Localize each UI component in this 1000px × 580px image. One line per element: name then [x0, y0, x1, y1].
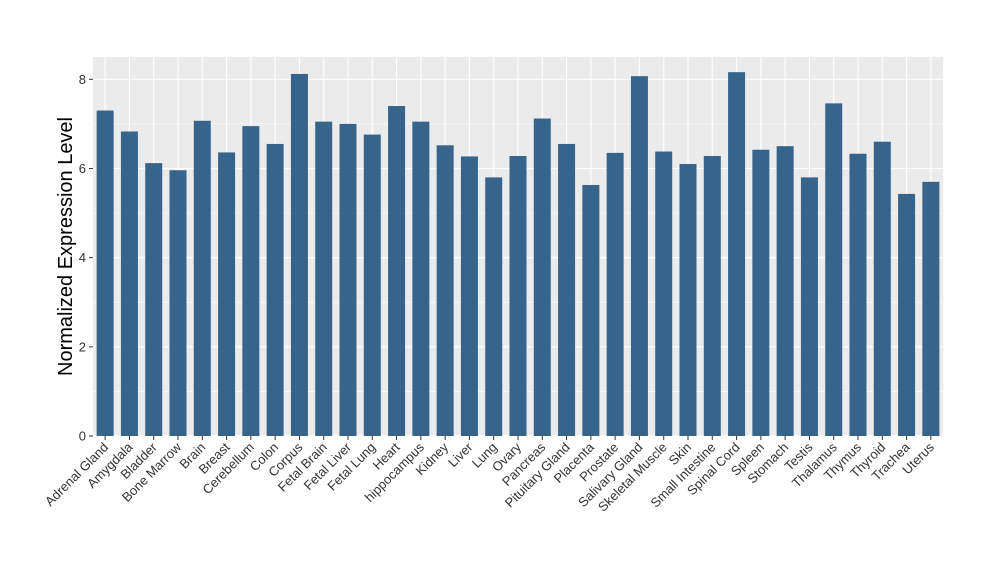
bar: [315, 121, 333, 436]
y-tick-label: 4: [79, 250, 86, 265]
x-tick-label: Liver: [445, 439, 476, 470]
bar: [898, 193, 916, 436]
bar: [776, 146, 794, 437]
bar: [96, 110, 114, 436]
bar: [679, 164, 697, 436]
bar: [509, 155, 527, 436]
bar: [290, 73, 308, 436]
y-axis-title: Normalized Expression Level: [55, 117, 77, 376]
bar: [242, 126, 260, 437]
bar: [363, 134, 381, 436]
bar: [218, 152, 236, 436]
bar: [120, 131, 138, 437]
bar: [460, 156, 478, 436]
y-tick-label: 0: [79, 429, 86, 444]
bar: [849, 153, 867, 436]
bar: [582, 184, 600, 436]
bar: [145, 163, 163, 436]
bar: [630, 76, 648, 436]
bar-layer: [96, 72, 940, 437]
bar: [800, 177, 818, 436]
y-tick-label: 2: [79, 339, 86, 354]
bar: [752, 149, 770, 436]
y-tick-label: 6: [79, 161, 86, 176]
bar: [728, 72, 746, 436]
bar: [485, 177, 503, 436]
bar: [193, 120, 211, 437]
bar: [266, 143, 284, 436]
bar: [873, 141, 891, 436]
bar: [412, 121, 430, 436]
bar: [388, 106, 406, 436]
bar: [825, 103, 843, 436]
bar: [922, 181, 940, 436]
bar: [533, 118, 551, 436]
bar: [655, 151, 673, 437]
bar: [703, 155, 721, 436]
bar: [169, 170, 187, 436]
bar: [558, 143, 576, 436]
bar: [339, 123, 357, 436]
y-tick-label: 8: [79, 72, 86, 87]
bar: [436, 145, 454, 436]
bar: [606, 152, 624, 437]
